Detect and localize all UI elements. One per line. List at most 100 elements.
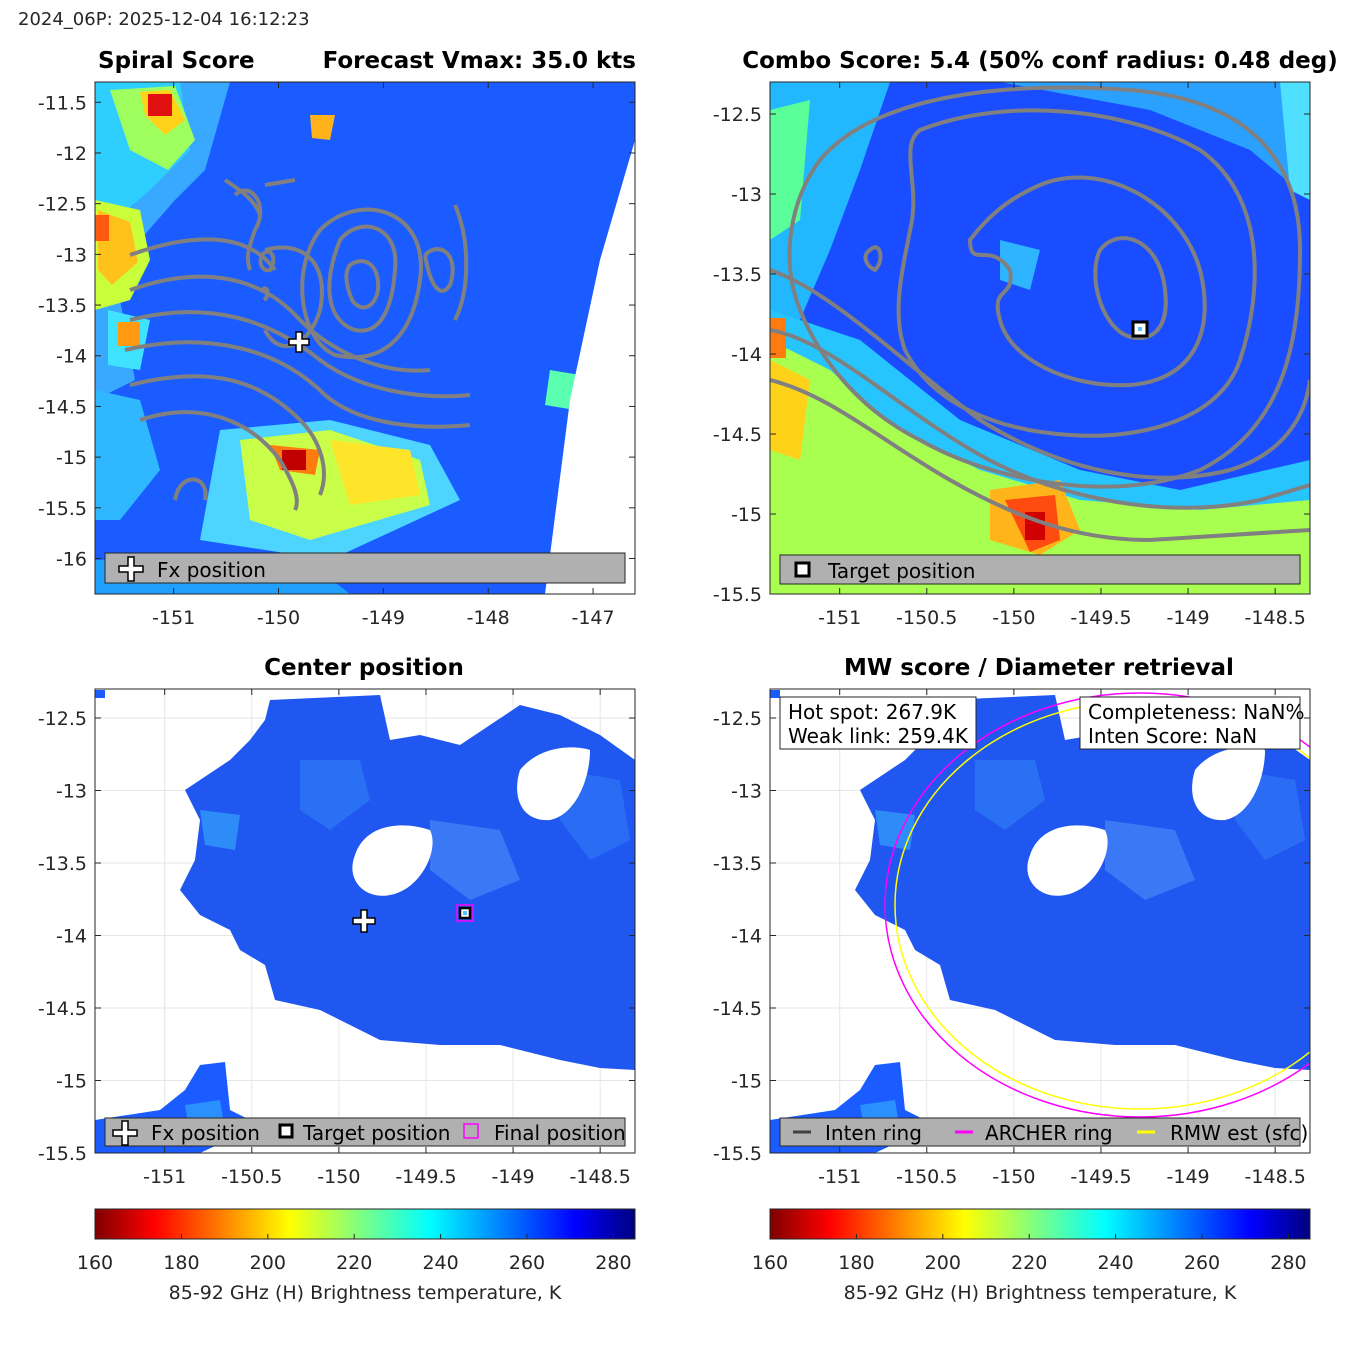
hot-spot-annotation: Hot spot: 267.9K Weak link: 259.4K bbox=[779, 696, 977, 750]
y-tick-label: -15 bbox=[731, 1071, 762, 1093]
x-tick-label: -150.5 bbox=[896, 1166, 957, 1188]
colorbar-tick-label: 240 bbox=[1097, 1252, 1133, 1274]
legend-label: Target position bbox=[302, 1121, 450, 1145]
x-tick-label: -149.5 bbox=[395, 1166, 456, 1188]
colorbar-tick-label: 220 bbox=[1011, 1252, 1047, 1274]
final-position-marker bbox=[456, 904, 474, 922]
x-tick-label: -150 bbox=[992, 1166, 1035, 1188]
y-tick-label: -15.5 bbox=[713, 1143, 762, 1165]
legend-label: Fx position bbox=[151, 1121, 260, 1145]
archer-ring bbox=[884, 692, 1310, 1118]
weak-link-text: Weak link: 259.4K bbox=[788, 724, 969, 748]
y-tick-label: -14 bbox=[731, 344, 762, 366]
legend-label: Final position bbox=[494, 1121, 626, 1145]
combo-score-title: Combo Score: 5.4 (50% conf radius: 0.48 … bbox=[742, 48, 1337, 74]
legend-label: Inten ring bbox=[825, 1121, 922, 1145]
y-tick-label: -13.5 bbox=[38, 853, 87, 875]
colorbar-tick-label: 160 bbox=[752, 1252, 788, 1274]
colorbar-left: 160 180 200 220 240 260 280 85-92 GHz (H) Brig… bbox=[77, 1208, 636, 1304]
mw-score-field bbox=[770, 689, 1310, 1153]
y-tick-label: -13 bbox=[56, 244, 87, 266]
y-tick-label: -13.5 bbox=[38, 295, 87, 317]
colorbar-tick-label: 280 bbox=[1270, 1252, 1306, 1274]
hot-spot-text: Hot spot: 267.9K bbox=[788, 700, 957, 724]
legend-box: Fx position Target position Final positi… bbox=[104, 1117, 626, 1147]
colorbar-tick-label: 180 bbox=[163, 1252, 199, 1274]
panel-mw-score: MW score / Diameter retrieval -151 -150.5… bbox=[713, 655, 1311, 1188]
y-tick-label: -14 bbox=[56, 926, 87, 948]
mw-score-title: MW score / Diameter retrieval bbox=[844, 655, 1234, 681]
colorbar-label: 85-92 GHz (H) Brightness temperature, K bbox=[169, 1282, 562, 1304]
y-tick-label: -15 bbox=[56, 1071, 87, 1093]
axis-ticks: -151 -150.5 -150 -149.5 -149 -148.5 -12.5 -13 -1… bbox=[38, 689, 635, 1188]
combo-score-field bbox=[770, 82, 1310, 594]
inten-score-text: Inten Score: NaN bbox=[1088, 724, 1257, 748]
x-tick-label: -149.5 bbox=[1070, 607, 1131, 629]
axis-ticks: -151 -150.5 -150 -149.5 -149 -148.5 -12.5 -13 -1… bbox=[713, 689, 1310, 1188]
colorbar-tick-label: 260 bbox=[509, 1252, 545, 1274]
legend-label: Fx position bbox=[157, 558, 266, 582]
forecast-vmax-title: Forecast Vmax: 35.0 kts bbox=[323, 48, 636, 74]
x-tick-label: -149 bbox=[492, 1166, 535, 1188]
x-tick-label: -149.5 bbox=[1070, 1166, 1131, 1188]
target-position-marker bbox=[1131, 320, 1149, 338]
axis-ticks: -151 -150 -149 -148 -147 -11.5 -12 -12.5 -13 -13.… bbox=[38, 82, 635, 629]
x-tick-label: -151 bbox=[818, 607, 861, 629]
magenta-square-icon bbox=[463, 1123, 479, 1139]
completeness-annotation: Completeness: NaN% Inten Score: NaN bbox=[1079, 696, 1304, 750]
axes-box bbox=[94, 81, 636, 595]
spiral-score-title: Spiral Score bbox=[98, 48, 255, 74]
colorbar-tick-label: 240 bbox=[422, 1252, 458, 1274]
y-tick-label: -13 bbox=[56, 781, 87, 803]
plus-icon bbox=[112, 1120, 138, 1146]
y-tick-label: -14.5 bbox=[38, 998, 87, 1020]
y-tick-label: -14 bbox=[56, 346, 87, 368]
y-tick-label: -16 bbox=[56, 549, 87, 571]
y-tick-label: -15 bbox=[731, 504, 762, 526]
x-tick-label: -150 bbox=[992, 607, 1035, 629]
y-tick-label: -13.5 bbox=[713, 853, 762, 875]
colorbar-right: 160 180 200 220 240 260 280 85-92 GHz (H) Brig… bbox=[752, 1208, 1311, 1304]
panel-center-position: Center position -151 -150.5 -150 -14 bbox=[38, 655, 636, 1188]
center-position-title: Center position bbox=[264, 655, 464, 681]
square-icon bbox=[278, 1123, 294, 1139]
y-tick-label: -15.5 bbox=[38, 1143, 87, 1165]
colorbar-tick-label: 200 bbox=[250, 1252, 286, 1274]
x-tick-label: -151 bbox=[143, 1166, 186, 1188]
y-tick-label: -12 bbox=[56, 143, 87, 165]
x-tick-label: -149 bbox=[1167, 1166, 1210, 1188]
colorbar-tick-label: 260 bbox=[1184, 1252, 1220, 1274]
y-tick-label: -14.5 bbox=[713, 424, 762, 446]
x-tick-label: -150 bbox=[317, 1166, 360, 1188]
legend-label: ARCHER ring bbox=[985, 1121, 1113, 1145]
colorbar-tick-label: 160 bbox=[77, 1252, 113, 1274]
x-tick-label: -151 bbox=[152, 607, 195, 629]
x-tick-label: -149 bbox=[1167, 607, 1210, 629]
x-tick-label: -150.5 bbox=[221, 1166, 282, 1188]
legend-box: Target position bbox=[779, 554, 1301, 585]
legend-label: RMW est (sfc) bbox=[1170, 1121, 1308, 1145]
y-tick-label: -15.5 bbox=[38, 498, 87, 520]
x-tick-label: -149 bbox=[362, 607, 405, 629]
y-tick-label: -13.5 bbox=[713, 264, 762, 286]
axes-box bbox=[769, 81, 1311, 595]
square-icon bbox=[794, 561, 811, 578]
x-tick-label: -148 bbox=[467, 607, 510, 629]
axis-ticks: -151 -150.5 -150 -149.5 -149 -148.5 -12.5 -13 -1… bbox=[713, 82, 1310, 629]
colorbar-tick-label: 220 bbox=[336, 1252, 372, 1274]
completeness-text: Completeness: NaN% bbox=[1088, 700, 1304, 724]
y-tick-label: -12.5 bbox=[713, 104, 762, 126]
panel-combo-score: Combo Score: 5.4 (50% conf radius: 0.48 … bbox=[713, 48, 1338, 629]
x-tick-label: -148.5 bbox=[1245, 1166, 1306, 1188]
y-tick-label: -12.5 bbox=[38, 194, 87, 216]
panel-spiral-score: Spiral Score Forecast Vmax: 35.0 kts bbox=[38, 48, 636, 629]
y-tick-label: -13 bbox=[731, 184, 762, 206]
axes-box bbox=[769, 688, 1311, 1154]
y-tick-label: -14.5 bbox=[38, 396, 87, 418]
y-tick-label: -11.5 bbox=[38, 92, 87, 114]
y-tick-label: -13 bbox=[731, 781, 762, 803]
run-timestamp: 2024_06P: 2025-12-04 16:12:23 bbox=[18, 9, 310, 30]
fx-position-marker bbox=[288, 331, 310, 353]
fx-position-marker bbox=[352, 909, 376, 933]
